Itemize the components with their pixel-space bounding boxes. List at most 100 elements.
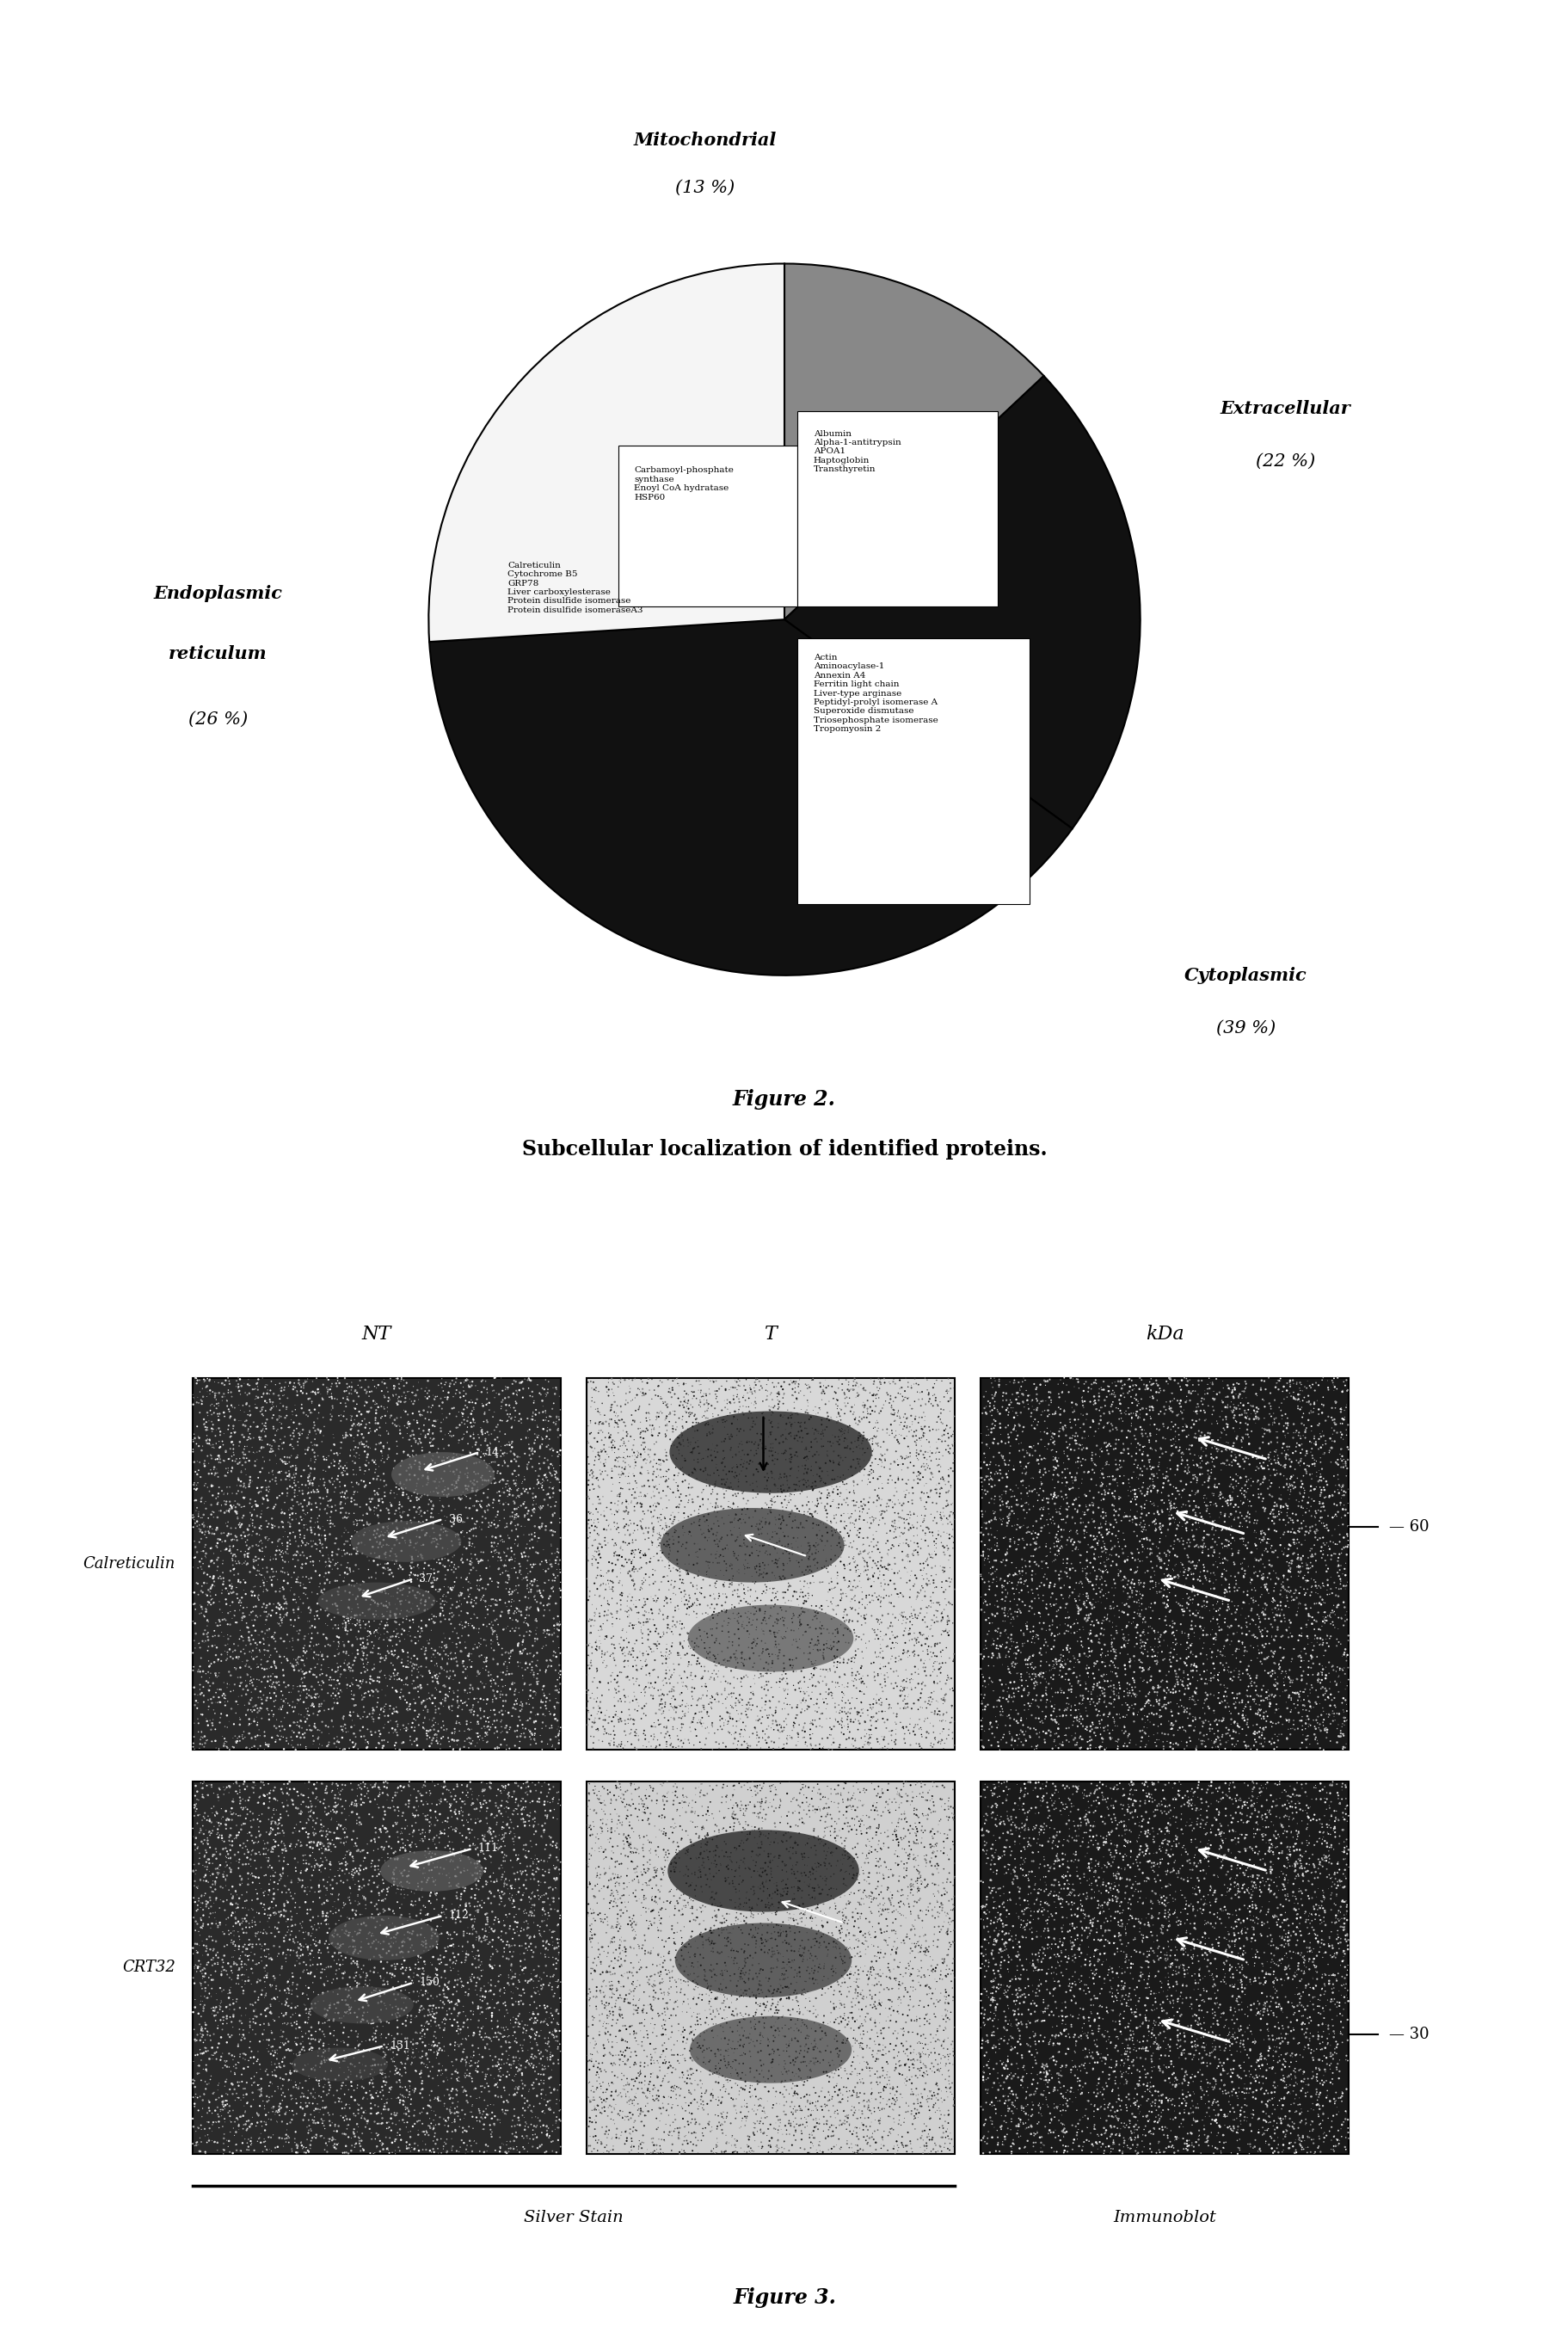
Point (1179, 1784, 1204, 1821)
Point (869, 1831, 894, 1868)
Point (1195, 1370, 1220, 1407)
Point (753, 1851, 778, 1889)
Point (528, 2056, 554, 2093)
Point (989, 1437, 1014, 1475)
Point (1058, 1875, 1083, 1912)
Point (635, 1430, 660, 1468)
Point (778, 1393, 803, 1430)
Point (756, 1719, 781, 1756)
Point (1247, 2072, 1272, 2110)
Point (284, 2068, 309, 2105)
Point (298, 1456, 323, 1493)
Point (1272, 2098, 1297, 2135)
Point (1152, 1958, 1178, 1996)
Point (401, 1377, 426, 1414)
Point (579, 1919, 604, 1956)
Point (325, 1435, 350, 1472)
Point (434, 1784, 459, 1821)
Point (428, 1982, 453, 2019)
Point (1311, 1798, 1336, 1835)
Point (347, 1912, 372, 1949)
Point (331, 1598, 356, 1635)
Point (535, 1800, 560, 1838)
Point (1073, 1442, 1098, 1479)
Point (1065, 2105, 1090, 2142)
Point (241, 1640, 267, 1677)
Point (1330, 1568, 1355, 1605)
Point (370, 2031, 395, 2068)
Point (823, 1886, 848, 1924)
Point (913, 1847, 938, 1884)
Point (281, 1647, 306, 1684)
Point (740, 1635, 765, 1672)
Point (1204, 1600, 1229, 1638)
Point (1174, 1656, 1200, 1693)
Point (198, 1658, 223, 1696)
Point (431, 1614, 456, 1651)
Point (880, 1877, 905, 1914)
Point (844, 2075, 869, 2112)
Point (800, 1456, 825, 1493)
Point (1060, 1865, 1085, 1903)
Point (1083, 1768, 1109, 1805)
Point (1054, 1428, 1079, 1465)
Point (988, 1561, 1013, 1598)
Point (467, 1803, 492, 1840)
Point (615, 1526, 640, 1563)
Point (1308, 1996, 1333, 2033)
Point (759, 1933, 784, 1970)
Point (842, 1486, 867, 1524)
Point (808, 1610, 833, 1647)
Point (831, 1833, 856, 1870)
Point (359, 1896, 384, 1933)
Point (194, 1368, 220, 1405)
Point (845, 1991, 870, 2028)
Point (795, 2059, 820, 2096)
Point (751, 1435, 776, 1472)
Point (665, 2021, 690, 2059)
Point (350, 2047, 375, 2084)
Point (917, 1726, 942, 1763)
Point (847, 2135, 872, 2172)
Point (1254, 2017, 1279, 2054)
Point (619, 1430, 644, 1468)
Point (315, 1810, 340, 1847)
Point (325, 2021, 350, 2059)
Point (1137, 1417, 1162, 1454)
Point (1027, 1952, 1052, 1989)
Point (307, 2031, 332, 2068)
Point (1101, 1631, 1126, 1668)
Point (221, 1924, 246, 1961)
Point (1118, 1945, 1143, 1982)
Point (740, 1842, 765, 1879)
Point (422, 1379, 447, 1417)
Point (707, 2035, 732, 2072)
Point (1062, 1421, 1087, 1458)
Point (811, 1779, 836, 1817)
Point (575, 1493, 601, 1531)
Point (295, 1633, 320, 1670)
Point (395, 1691, 420, 1728)
Point (1278, 1579, 1303, 1617)
Point (621, 1675, 646, 1712)
Point (892, 1682, 917, 1719)
Point (489, 1817, 514, 1854)
Point (917, 1412, 942, 1449)
Point (671, 1977, 696, 2014)
Point (342, 2119, 367, 2156)
Point (536, 1579, 561, 1617)
Point (764, 1514, 789, 1551)
Point (831, 1526, 856, 1563)
Point (492, 1563, 517, 1600)
Point (941, 1496, 966, 1533)
Point (1316, 1928, 1341, 1965)
Point (430, 1649, 455, 1686)
Point (1317, 1531, 1342, 1568)
Point (1080, 1479, 1105, 1517)
Point (618, 1835, 643, 1872)
Point (971, 1658, 996, 1696)
Point (486, 1472, 511, 1510)
Point (1231, 1703, 1256, 1740)
Point (644, 2079, 670, 2117)
Point (1127, 1542, 1152, 1579)
